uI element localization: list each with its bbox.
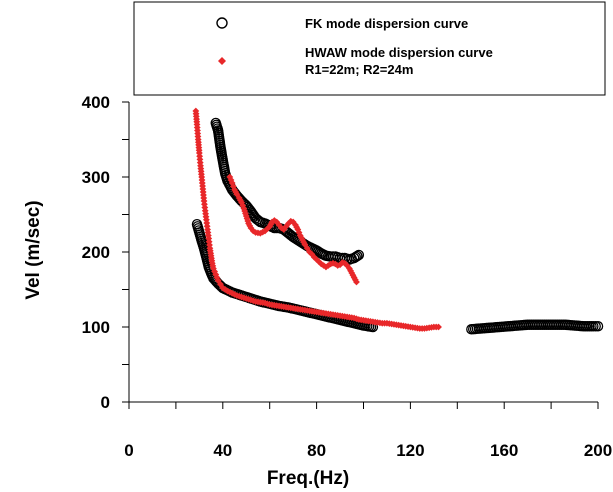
x-tick-label: 40: [213, 441, 232, 460]
hwaw-point: [228, 179, 236, 187]
hwaw-point: [350, 274, 358, 281]
hwaw-point: [310, 253, 318, 261]
hwaw-point: [341, 259, 349, 267]
hwaw-point: [236, 196, 244, 204]
hwaw-point: [231, 290, 238, 298]
fk-point: [592, 320, 604, 332]
x-tick-label: 200: [584, 441, 612, 460]
hwaw-point: [238, 199, 245, 206]
hwaw-point: [233, 190, 241, 198]
legend-hwaw-params: R1=22m; R2=24m: [305, 62, 413, 77]
axis-ticks: [122, 101, 599, 409]
hwaw-point: [229, 182, 237, 190]
hwaw-point: [435, 323, 442, 331]
x-tick-label: 0: [124, 441, 133, 460]
hwaw-point: [202, 216, 210, 224]
legend-hwaw-label: HWAW mode dispersion curve: [305, 45, 493, 60]
legend-hwaw-marker: [218, 57, 226, 65]
hwaw-point: [205, 235, 213, 242]
hwaw-point: [214, 277, 222, 284]
hwaw-point: [211, 268, 218, 275]
x-tick-label: 160: [490, 441, 518, 460]
hwaw-point: [315, 258, 323, 266]
hwaw-point: [210, 265, 217, 272]
x-tick-label: 80: [307, 441, 326, 460]
hwaw-point: [301, 241, 309, 248]
hwaw-point: [267, 220, 275, 228]
hwaw-point: [200, 197, 208, 205]
hwaw-point: [231, 186, 238, 194]
hwaw-point: [228, 289, 236, 297]
hwaw-point: [196, 159, 204, 166]
fk-point: [351, 250, 363, 262]
hwaw-point: [224, 287, 231, 295]
y-tick-label: 100: [82, 318, 110, 337]
hwaw-point: [217, 280, 224, 288]
y-tick-label: 300: [82, 168, 110, 187]
hwaw-point: [239, 202, 247, 209]
hwaw-point: [221, 286, 229, 293]
hwaw-point: [353, 278, 360, 286]
x-axis-title: Freq.(Hz): [267, 468, 349, 489]
hwaw-point: [292, 221, 299, 229]
hwaw-point: [346, 265, 353, 272]
hwaw-point: [213, 274, 221, 281]
hwaw-point: [212, 271, 220, 278]
x-tick-label: 120: [396, 441, 424, 460]
legend-fk-marker: [216, 17, 228, 29]
hwaw-point: [336, 261, 344, 269]
hwaw-point: [331, 260, 339, 268]
hwaw-point: [296, 232, 304, 239]
fk-point: [353, 249, 365, 261]
hwaw-point: [219, 284, 227, 292]
fk-point: [350, 251, 361, 263]
hwaw-point: [226, 288, 234, 296]
y-axis-title: Vel (m/sec): [23, 200, 44, 299]
y-tick-label: 0: [101, 393, 110, 412]
y-tick-label: 200: [82, 243, 110, 262]
y-tick-label: 400: [82, 93, 110, 112]
hwaw-point: [232, 188, 240, 196]
axis-tick-labels: 0 40 80 120 160 200 0 100 200 300 400: [82, 93, 613, 460]
data-marks: [191, 107, 604, 335]
legend-fk-label: FK mode dispersion curve: [305, 16, 468, 31]
series-hwaw: [192, 107, 442, 332]
hwaw-point: [306, 248, 313, 256]
hwaw-point: [235, 194, 243, 202]
hwaw-point: [256, 229, 264, 237]
legend-box: [133, 1, 606, 96]
